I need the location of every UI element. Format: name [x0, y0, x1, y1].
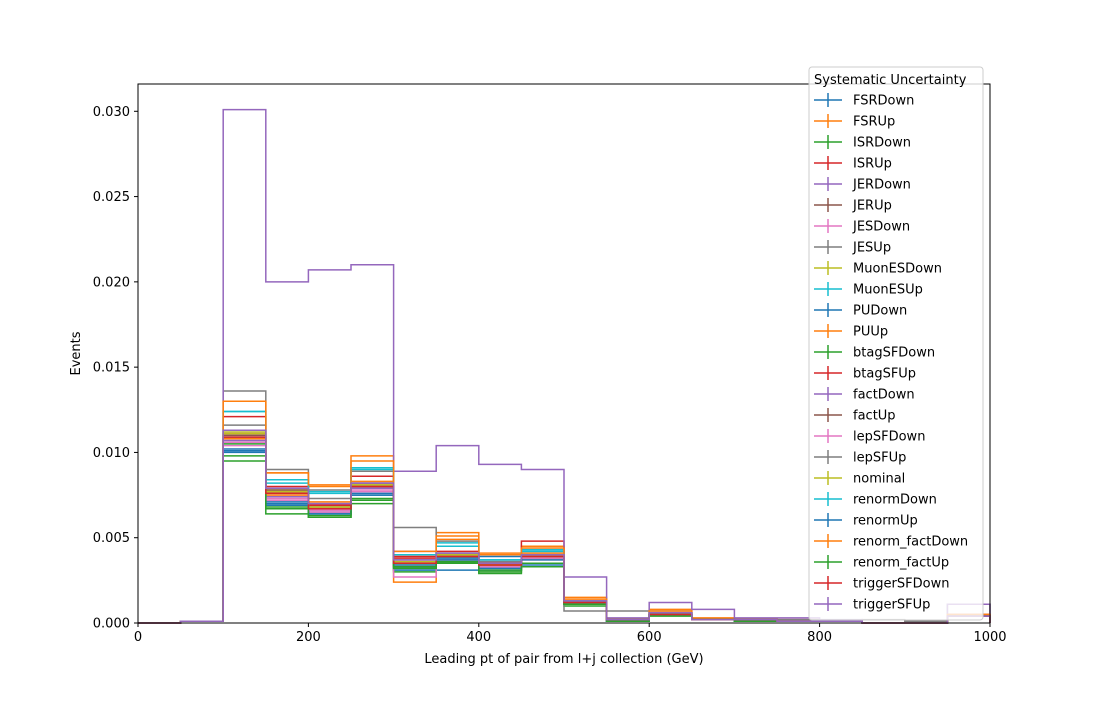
legend-item: btagSFUp	[814, 366, 916, 382]
legend-label: JERDown	[852, 178, 911, 193]
legend-label: nominal	[853, 472, 905, 487]
legend-label: renorm_factDown	[853, 535, 968, 550]
legend: Systematic Uncertainty FSRDown FSRUp ISRDo…	[808, 66, 984, 621]
y-tick-label: 0.020	[93, 275, 130, 290]
legend-label: renorm_factUp	[853, 556, 949, 571]
legend-item: JESDown	[814, 219, 910, 235]
axes-frame	[137, 83, 991, 624]
legend-label: FSRDown	[853, 94, 914, 109]
legend-item: factDown	[814, 387, 915, 403]
legend-item: factUp	[814, 408, 896, 424]
legend-item: JESUp	[814, 240, 891, 256]
legend-item: JERUp	[814, 198, 892, 214]
y-tick-label: 0.005	[93, 531, 130, 546]
legend-label: FSRUp	[853, 115, 895, 130]
legend-label: ISRUp	[853, 157, 892, 172]
legend-label: MuonESDown	[853, 262, 942, 277]
legend-label: PUDown	[853, 304, 907, 319]
legend-label: factDown	[853, 388, 915, 403]
legend-item: triggerSFUp	[814, 597, 930, 613]
legend-label: triggerSFUp	[853, 598, 930, 613]
y-tick-label: 0.010	[93, 446, 130, 461]
legend-label: JERUp	[852, 199, 892, 214]
legend-label: MuonESUp	[853, 283, 923, 298]
legend-item: nominal	[814, 471, 905, 487]
legend-item: lepSFUp	[814, 450, 906, 466]
legend-item: renormDown	[814, 492, 937, 508]
x-tick-label: 400	[466, 630, 491, 645]
legend-item: FSRDown	[814, 93, 914, 109]
y-tick-label: 0.000	[93, 617, 130, 632]
legend-item: JERDown	[814, 177, 911, 193]
legend-label: factUp	[853, 409, 896, 424]
series-layer	[138, 108, 991, 624]
x-axis-label: Leading pt of pair from l+j collection (…	[424, 652, 703, 667]
legend-item: ISRDown	[814, 135, 911, 151]
legend-label: btagSFDown	[853, 346, 935, 361]
legend-item: renormUp	[814, 513, 918, 529]
legend-item: renorm_factUp	[814, 555, 949, 571]
y-axis-label: Events	[69, 331, 84, 375]
legend-item: PUUp	[814, 324, 888, 340]
x-tick-label: 0	[134, 630, 142, 645]
legend-item: renorm_factDown	[814, 534, 968, 550]
legend-label: renormUp	[853, 514, 918, 529]
legend-item: lepSFDown	[814, 429, 925, 445]
x-tick-label: 1000	[973, 630, 1006, 645]
legend-label: PUUp	[853, 325, 888, 340]
legend-label: JESDown	[852, 220, 910, 235]
legend-entries: FSRDown FSRUp ISRDown ISRUp JERDown JERUp JESD…	[814, 93, 968, 613]
legend-title: Systematic Uncertainty	[814, 73, 967, 88]
y-axis: 0.000 0.005 0.010 0.015 0.020 0.025 0.030	[93, 105, 138, 632]
legend-label: btagSFUp	[853, 367, 916, 382]
legend-label: lepSFDown	[853, 430, 925, 445]
x-tick-label: 600	[637, 630, 662, 645]
legend-item: FSRUp	[814, 114, 895, 130]
legend-item: PUDown	[814, 303, 907, 319]
legend-label: ISRDown	[853, 136, 911, 151]
legend-box	[808, 66, 984, 621]
x-axis: 0 200 400 600 800 1000	[134, 623, 1007, 645]
legend-label: lepSFUp	[853, 451, 906, 466]
legend-label: triggerSFDown	[853, 577, 949, 592]
x-tick-label: 200	[296, 630, 321, 645]
series-line-triggerSFUp	[138, 429, 991, 624]
y-tick-label: 0.025	[93, 190, 130, 205]
y-tick-label: 0.030	[93, 105, 130, 120]
y-tick-label: 0.015	[93, 361, 130, 376]
legend-item: ISRUp	[814, 156, 892, 172]
legend-item: MuonESUp	[814, 282, 923, 298]
legend-item: triggerSFDown	[814, 576, 949, 592]
legend-item: MuonESDown	[814, 261, 942, 277]
legend-label: renormDown	[853, 493, 937, 508]
x-tick-label: 800	[807, 630, 832, 645]
legend-item: btagSFDown	[814, 345, 935, 361]
legend-label: JESUp	[852, 241, 891, 256]
